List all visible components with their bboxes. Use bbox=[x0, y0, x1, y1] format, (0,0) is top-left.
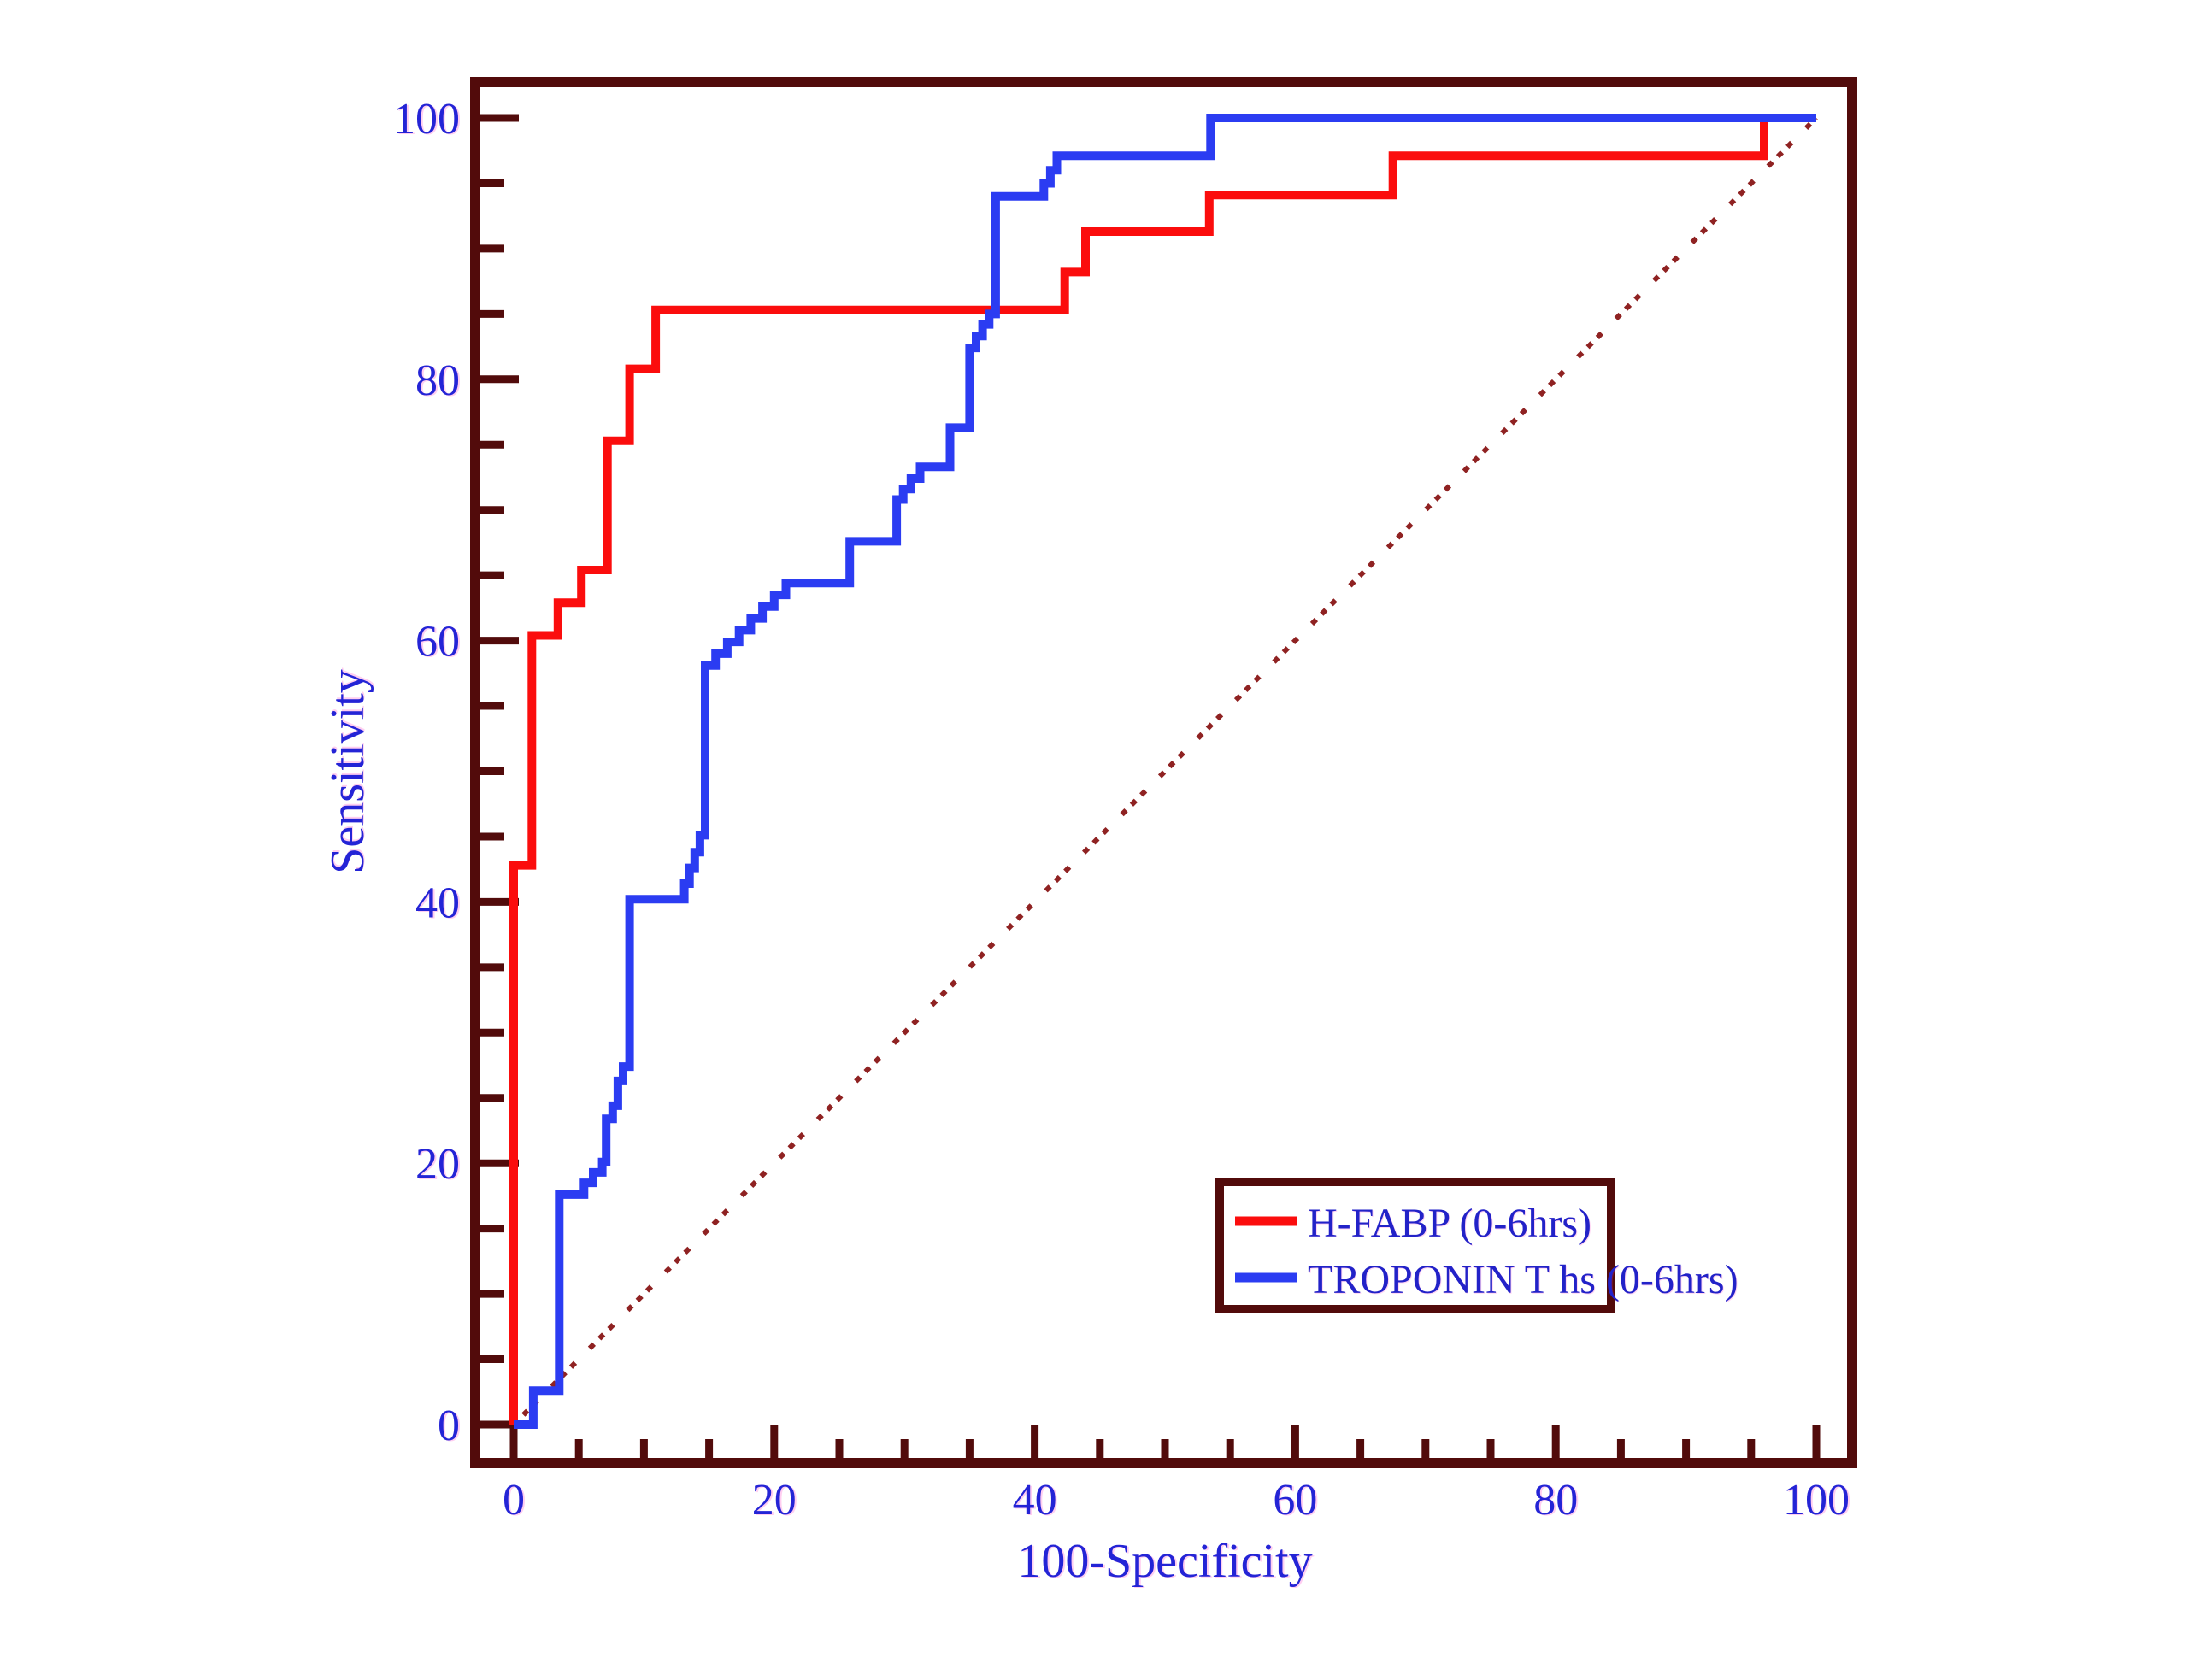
x-tick-label: 100 bbox=[1783, 1476, 1850, 1525]
legend-label-hfabp: H-FABP (0-6hrs) bbox=[1308, 1201, 1591, 1246]
plot-border bbox=[470, 77, 1857, 1468]
y-tick-label: 80 bbox=[415, 356, 460, 405]
x-tick-label: 60 bbox=[1273, 1476, 1317, 1525]
roc-curve-troponin bbox=[514, 114, 1816, 1429]
axis-ticks bbox=[479, 114, 1821, 1460]
y-tick-label: 100 bbox=[393, 95, 460, 144]
y-axis-title: Sensitivity bbox=[321, 669, 374, 874]
legend-box bbox=[1215, 1178, 1615, 1313]
reference-diagonal bbox=[511, 115, 1819, 1427]
x-tick-label: 80 bbox=[1533, 1476, 1578, 1525]
legend-label-troponin: TROPONIN T hs (0-6hrs) bbox=[1308, 1257, 1738, 1302]
x-tick-label: 40 bbox=[1013, 1476, 1057, 1525]
roc-curve-hfabp bbox=[509, 114, 1816, 1425]
x-axis-title: 100-Specificity bbox=[1017, 1535, 1312, 1588]
y-tick-label: 20 bbox=[415, 1140, 460, 1189]
tick-labels: 0 20 40 60 80 100 0 20 40 60 80 100 bbox=[393, 95, 1850, 1525]
x-tick-label: 20 bbox=[752, 1476, 797, 1525]
roc-curves bbox=[509, 114, 1816, 1429]
x-tick-label: 0 bbox=[503, 1476, 525, 1525]
chance-diagonal-line bbox=[511, 115, 1819, 1427]
y-tick-label: 60 bbox=[415, 618, 460, 667]
legend: H-FABP (0-6hrs) TROPONIN T hs (0-6hrs) bbox=[1215, 1178, 1738, 1313]
y-tick-label: 40 bbox=[415, 879, 460, 927]
plot-frame bbox=[470, 77, 1857, 1468]
y-tick-label: 0 bbox=[438, 1402, 460, 1450]
